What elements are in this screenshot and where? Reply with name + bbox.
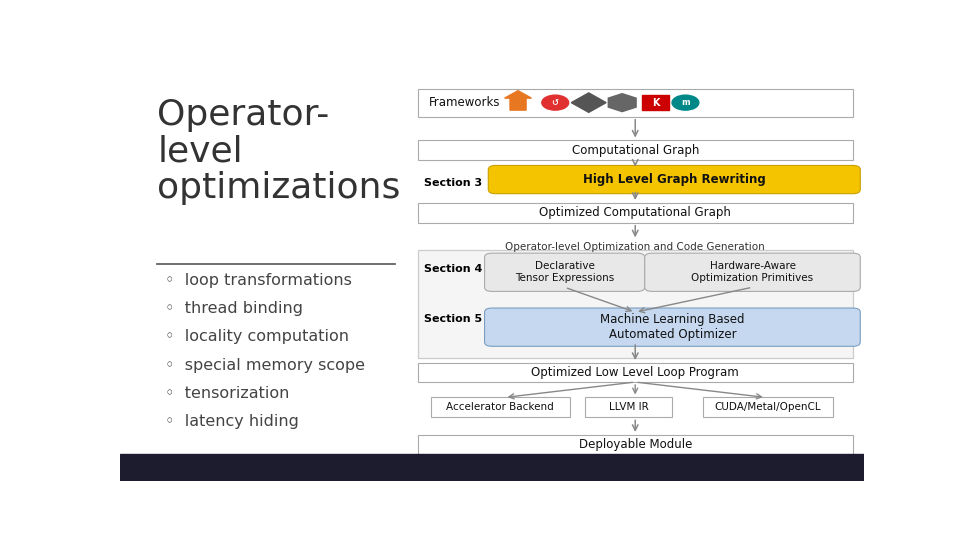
FancyBboxPatch shape (418, 435, 852, 455)
Text: Optimized Low Level Loop Program: Optimized Low Level Loop Program (531, 366, 739, 379)
Circle shape (672, 95, 699, 110)
FancyBboxPatch shape (703, 397, 833, 417)
FancyBboxPatch shape (485, 308, 860, 346)
Text: Declarative
Tensor Expressions: Declarative Tensor Expressions (515, 261, 614, 283)
FancyBboxPatch shape (645, 253, 860, 292)
Text: ◦  loop transformations: ◦ loop transformations (165, 273, 351, 288)
Circle shape (541, 95, 568, 110)
FancyArrow shape (505, 91, 532, 110)
Text: ◦  special memory scope: ◦ special memory scope (165, 357, 365, 373)
Text: Accelerator Backend: Accelerator Backend (446, 402, 554, 413)
Text: Operator-level Optimization and Code Generation: Operator-level Optimization and Code Gen… (505, 241, 765, 252)
Text: ◦  latency hiding: ◦ latency hiding (165, 414, 299, 429)
Text: ◦  locality computation: ◦ locality computation (165, 329, 348, 344)
Text: Deployable Module: Deployable Module (579, 438, 692, 451)
Text: Optimized Computational Graph: Optimized Computational Graph (540, 206, 732, 219)
FancyBboxPatch shape (418, 140, 852, 160)
Text: ↺: ↺ (552, 98, 559, 107)
Text: Frameworks: Frameworks (429, 96, 500, 109)
FancyBboxPatch shape (485, 253, 645, 292)
Bar (642, 95, 669, 110)
FancyBboxPatch shape (418, 250, 852, 358)
Text: Machine Learning Based
Automated Optimizer: Machine Learning Based Automated Optimiz… (600, 313, 745, 341)
Text: Section 5: Section 5 (423, 314, 482, 324)
Text: m: m (682, 98, 689, 107)
Text: Section 3: Section 3 (423, 178, 482, 188)
Text: CUDA/Metal/OpenCL: CUDA/Metal/OpenCL (714, 402, 822, 413)
Bar (120, 454, 864, 481)
Text: Section 4: Section 4 (423, 264, 482, 274)
FancyBboxPatch shape (418, 363, 852, 382)
Text: Computational Graph: Computational Graph (571, 144, 699, 157)
FancyBboxPatch shape (489, 165, 860, 194)
Text: Operator-
level
optimizations: Operator- level optimizations (157, 98, 400, 205)
Text: ◦  tensorization: ◦ tensorization (165, 386, 289, 401)
Text: ◦  thread binding: ◦ thread binding (165, 301, 302, 316)
Text: High Level Graph Rewriting: High Level Graph Rewriting (583, 173, 766, 186)
FancyBboxPatch shape (418, 203, 852, 223)
FancyBboxPatch shape (418, 89, 852, 117)
FancyBboxPatch shape (431, 397, 570, 417)
Text: Hardware-Aware
Optimization Primitives: Hardware-Aware Optimization Primitives (691, 261, 813, 283)
Text: K: K (652, 98, 660, 107)
FancyBboxPatch shape (586, 397, 672, 417)
Text: LLVM IR: LLVM IR (609, 402, 649, 413)
